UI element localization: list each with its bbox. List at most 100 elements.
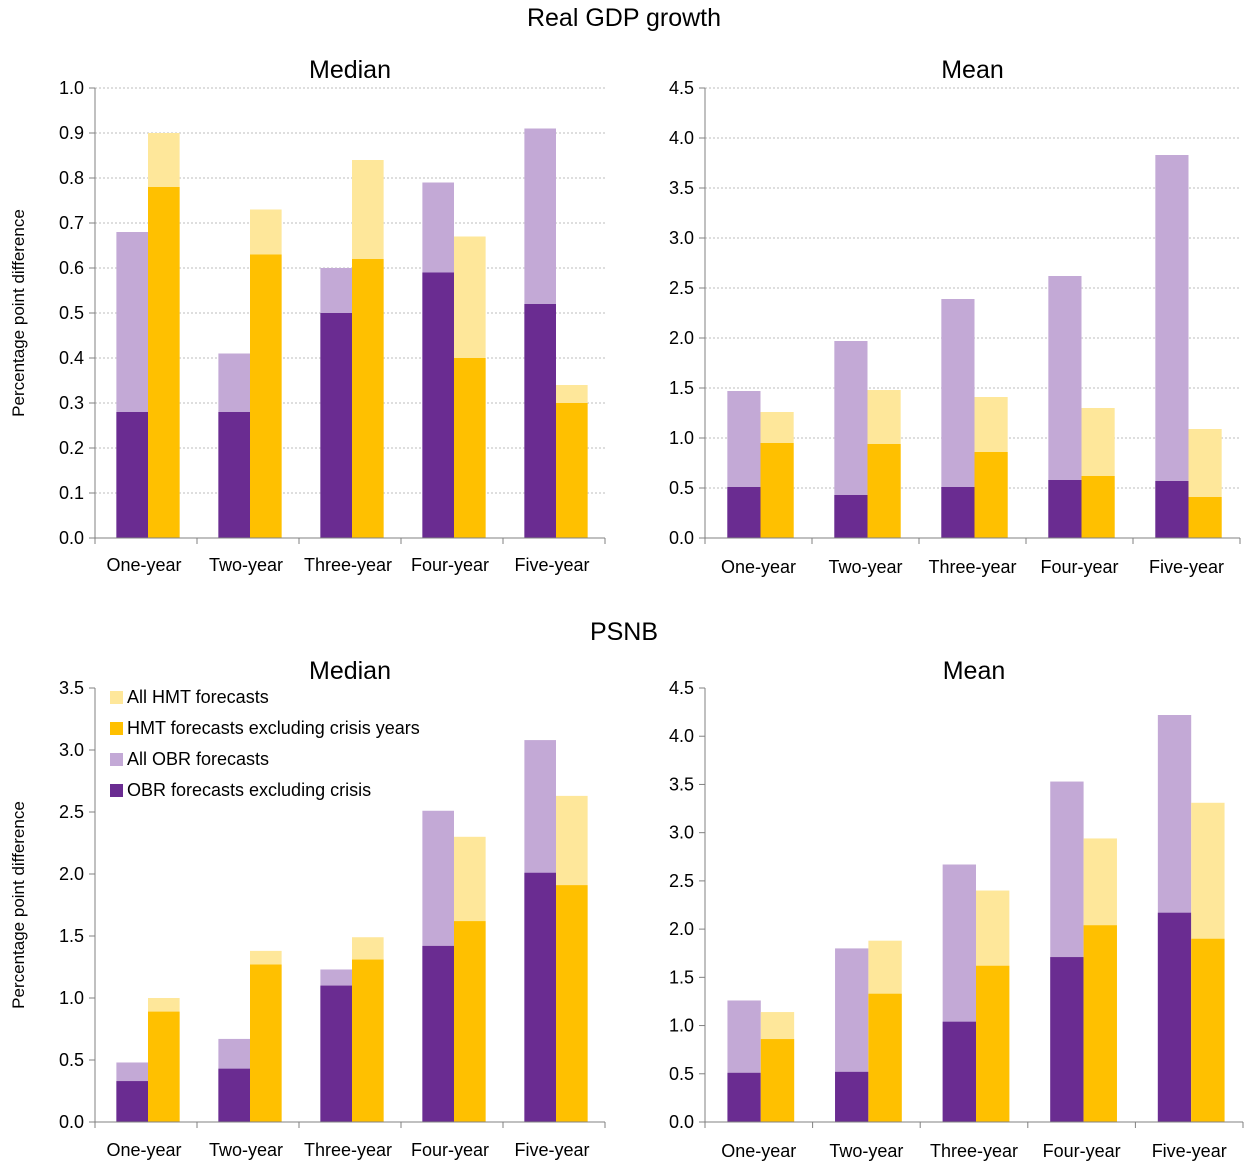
y-tick-label: 0.5	[669, 478, 694, 498]
bar-hmt-ex-crisis	[148, 187, 180, 538]
bar-obr-ex-crisis	[422, 945, 454, 1122]
bar-hmt-ex-crisis	[352, 959, 384, 1122]
bar-obr-ex-crisis	[524, 872, 556, 1122]
y-tick-label: 0.0	[669, 528, 694, 548]
y-tick-label: 0.0	[669, 1112, 694, 1132]
y-tick-label: 0.0	[59, 1112, 84, 1132]
bar-obr-ex-crisis	[524, 304, 556, 538]
chart-psnb-mean: Mean 0.0 0.5 1.0 1.5 2.0 2.5 3.0 3.5 4.0 4.5 One-ye…	[669, 657, 1244, 1161]
bar-obr-ex-crisis	[727, 1072, 761, 1122]
y-tick-label: 0.5	[669, 1064, 694, 1084]
bar-obr-ex-crisis	[834, 495, 868, 538]
bar-obr-ex-crisis	[116, 412, 148, 538]
chart-title: Mean	[941, 56, 1004, 84]
bar-obr-ex-crisis	[320, 985, 352, 1122]
bar-obr-ex-crisis	[1048, 480, 1082, 538]
x-tick-label: Four-year	[411, 555, 489, 575]
y-tick-label: 0.5	[59, 303, 84, 323]
legend-label: OBR forecasts excluding crisis	[127, 780, 371, 800]
legend-label: All OBR forecasts	[127, 749, 269, 769]
y-tick-label: 0.7	[59, 213, 84, 233]
x-tick-label: Three-year	[928, 557, 1016, 577]
bar-hmt-ex-crisis	[1081, 476, 1115, 538]
bar-obr-ex-crisis	[1157, 912, 1192, 1122]
x-tick-label: Two-year	[209, 1140, 283, 1160]
y-tick-label: 1.0	[59, 988, 84, 1008]
x-tick-label: Two-year	[828, 557, 902, 577]
x-tick-label: Five-year	[514, 1140, 589, 1160]
bar-hmt-ex-crisis	[974, 452, 1008, 538]
y-tick-label: 0.3	[59, 393, 84, 413]
x-tick-label: Four-year	[1043, 1141, 1121, 1161]
bar-obr-ex-crisis	[941, 487, 975, 538]
bar-hmt-ex-crisis	[760, 1039, 795, 1122]
section-title-psnb: PSNB	[589, 618, 659, 646]
chart-title: Median	[309, 657, 391, 685]
bar-obr-ex-crisis	[1155, 481, 1189, 538]
section-title-gdp: Real GDP growth	[526, 4, 722, 32]
y-tick-label: 2.5	[669, 278, 694, 298]
chart-gdp-mean: Mean 0.0 0.5 1.0 1.5 2.0 2.5 3.0 3.5 4.0 4.5 One-ye…	[669, 56, 1241, 577]
x-tick-label: Two-year	[209, 555, 283, 575]
y-tick-label: 3.5	[669, 774, 694, 794]
y-tick-label: 3.5	[59, 678, 84, 698]
legend-swatch	[110, 691, 123, 704]
y-tick-label: 1.5	[669, 967, 694, 987]
legend-swatch	[110, 784, 123, 797]
y-tick-label: 0.5	[59, 1050, 84, 1070]
bar-hmt-ex-crisis	[454, 358, 486, 538]
y-tick-label: 4.0	[669, 128, 694, 148]
bar-obr-ex-crisis	[116, 1081, 148, 1122]
x-tick-label: Three-year	[304, 1140, 392, 1160]
x-tick-label: Five-year	[514, 555, 589, 575]
bar-hmt-ex-crisis	[454, 921, 486, 1122]
x-tick-label: Five-year	[1149, 557, 1224, 577]
y-tick-label: 1.0	[669, 428, 694, 448]
bar-hmt-ex-crisis	[556, 885, 588, 1122]
legend-swatch	[110, 722, 123, 735]
bar-obr-ex-crisis	[218, 412, 250, 538]
y-tick-label: 1.5	[669, 378, 694, 398]
bar-obr-ex-crisis	[218, 1068, 250, 1122]
x-tick-label: Two-year	[829, 1141, 903, 1161]
x-tick-label: Three-year	[930, 1141, 1018, 1161]
y-tick-label: 0.0	[59, 528, 84, 548]
x-tick-label: Five-year	[1152, 1141, 1227, 1161]
x-tick-label: Three-year	[304, 555, 392, 575]
bar-hmt-ex-crisis	[867, 444, 901, 538]
y-tick-label: 3.5	[669, 178, 694, 198]
bar-hmt-ex-crisis	[1188, 497, 1222, 538]
x-tick-label: One-year	[106, 555, 181, 575]
x-tick-label: One-year	[721, 1141, 796, 1161]
y-tick-label: 0.4	[59, 348, 84, 368]
y-tick-label: 3.0	[669, 823, 694, 843]
bar-obr-ex-crisis	[835, 1071, 869, 1122]
legend-label: HMT forecasts excluding crisis years	[127, 718, 420, 738]
bar-obr-ex-crisis	[1050, 957, 1084, 1122]
y-tick-label: 3.0	[669, 228, 694, 248]
bar-all-obr	[1155, 155, 1189, 538]
legend-swatch	[110, 753, 123, 766]
bar-hmt-ex-crisis	[1083, 925, 1117, 1122]
x-tick-label: One-year	[106, 1140, 181, 1160]
x-tick-label: One-year	[721, 557, 796, 577]
bar-obr-ex-crisis	[942, 1021, 976, 1122]
y-tick-label: 2.0	[669, 919, 694, 939]
y-tick-label: 1.5	[59, 926, 84, 946]
x-tick-label: Four-year	[1040, 557, 1118, 577]
y-axis-label: Percentage point difference	[9, 801, 28, 1009]
y-tick-label: 4.5	[669, 78, 694, 98]
bar-hmt-ex-crisis	[868, 993, 902, 1122]
bar-hmt-ex-crisis	[250, 964, 282, 1122]
chart-psnb-median: Median Percentage point difference 0.0 0.5 1…	[9, 657, 606, 1160]
chart-title: Mean	[943, 657, 1006, 685]
y-tick-label: 2.0	[59, 864, 84, 884]
y-tick-label: 2.5	[59, 802, 84, 822]
chart-title: Median	[309, 56, 391, 84]
bar-hmt-ex-crisis	[556, 403, 588, 538]
y-tick-label: 0.2	[59, 438, 84, 458]
bar-hmt-ex-crisis	[976, 965, 1010, 1122]
y-tick-label: 0.1	[59, 483, 84, 503]
bar-hmt-ex-crisis	[1191, 938, 1225, 1122]
bar-hmt-ex-crisis	[250, 254, 282, 538]
